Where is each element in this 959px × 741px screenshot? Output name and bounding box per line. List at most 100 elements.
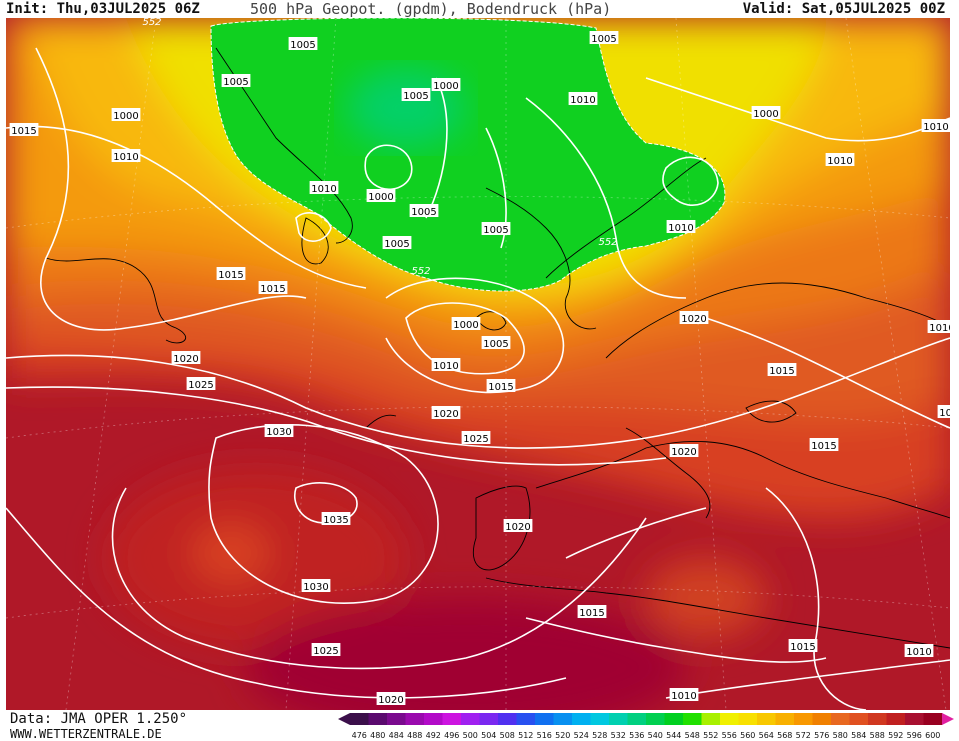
svg-text:1000: 1000 bbox=[113, 111, 138, 122]
isobar-label: 1020 bbox=[679, 311, 709, 325]
colorbar-tick-label: 476 bbox=[352, 731, 367, 740]
svg-text:1010: 1010 bbox=[433, 361, 458, 372]
svg-text:1020: 1020 bbox=[681, 314, 706, 325]
colorbar-tick-label: 484 bbox=[389, 731, 404, 740]
colorbar-tick-label: 600 bbox=[925, 731, 940, 740]
colorbar-tick-label: 580 bbox=[833, 731, 848, 740]
colorbar-swatch bbox=[516, 713, 536, 725]
colorbar-tick-label: 588 bbox=[870, 731, 885, 740]
isobar-label: 1015 bbox=[788, 639, 818, 653]
isobar-label: 1005 bbox=[401, 88, 431, 102]
colorbar-swatch bbox=[886, 713, 906, 725]
isobar-label: 1010 bbox=[111, 149, 141, 163]
svg-text:1000: 1000 bbox=[753, 109, 778, 120]
svg-text:1020: 1020 bbox=[378, 695, 403, 706]
svg-text:1030: 1030 bbox=[303, 582, 328, 593]
colorbar-swatch bbox=[923, 713, 943, 725]
svg-text:1010: 1010 bbox=[923, 122, 948, 133]
isobar-label: 1020 bbox=[376, 692, 406, 706]
colorbar-swatch bbox=[905, 713, 924, 725]
colorbar-tick-label: 532 bbox=[611, 731, 626, 740]
svg-text:1020: 1020 bbox=[671, 447, 696, 458]
svg-text:1010: 1010 bbox=[906, 647, 931, 658]
colorbar-swatch bbox=[442, 713, 462, 725]
svg-text:1005: 1005 bbox=[223, 77, 248, 88]
svg-text:1020: 1020 bbox=[505, 522, 530, 533]
svg-text:1005: 1005 bbox=[483, 339, 508, 350]
colorbar-tick-label: 536 bbox=[629, 731, 644, 740]
isobar-label: 1010 bbox=[666, 220, 696, 234]
init-time-label: Init: Thu,03JUL2025 06Z bbox=[6, 1, 200, 17]
isobar-label: 1020 bbox=[171, 351, 201, 365]
colorbar-swatch bbox=[535, 713, 554, 725]
colorbar-swatch bbox=[479, 713, 499, 725]
isobar-label: 1005 bbox=[382, 236, 412, 250]
svg-text:1010: 1010 bbox=[827, 156, 852, 167]
isobar-label: 1015 bbox=[486, 379, 516, 393]
colorbar-tick-label: 540 bbox=[648, 731, 663, 740]
svg-text:1005: 1005 bbox=[483, 225, 508, 236]
isobar-label: 1010 bbox=[937, 405, 950, 419]
colorbar-tick-label: 516 bbox=[537, 731, 552, 740]
isobar-label: 1010 bbox=[568, 92, 598, 106]
weather-map: 1005 1005 1005 1000 1005 1010 1000 1015 1010 1000… bbox=[6, 18, 950, 710]
colorbar-swatch bbox=[461, 713, 480, 725]
colorbar-swatch bbox=[627, 713, 647, 725]
svg-text:1005: 1005 bbox=[591, 34, 616, 45]
isobar-label: 1015 bbox=[767, 363, 797, 377]
colorbar-swatch bbox=[350, 713, 369, 725]
isobar-label: 1005 bbox=[409, 204, 439, 218]
colorbar-swatch bbox=[812, 713, 832, 725]
isobar-label: 1020 bbox=[431, 406, 461, 420]
isobar-label: 1020 bbox=[503, 519, 533, 533]
svg-text:1000: 1000 bbox=[433, 81, 458, 92]
isobar-label: 1025 bbox=[186, 377, 216, 391]
isobar-label: 1010 bbox=[309, 181, 339, 195]
isobar-label: 1005 bbox=[481, 222, 511, 236]
isobar-label: 1000 bbox=[751, 106, 781, 120]
colorbar-tick-label: 592 bbox=[888, 731, 903, 740]
colorbar-tick-label: 568 bbox=[777, 731, 792, 740]
isobar-label: 1030 bbox=[264, 424, 294, 438]
svg-text:1010: 1010 bbox=[939, 408, 950, 419]
colorbar-tick-label: 556 bbox=[722, 731, 737, 740]
data-source-label: Data: JMA OPER 1.250° bbox=[10, 711, 188, 727]
colorbar-tick-label: 524 bbox=[574, 731, 589, 740]
valid-time-label: Valid: Sat,05JUL2025 00Z bbox=[742, 1, 945, 17]
svg-text:1005: 1005 bbox=[290, 40, 315, 51]
geopot-552-label: 552 bbox=[598, 237, 617, 248]
colorbar-swatch bbox=[794, 713, 813, 725]
colorbar-swatch bbox=[683, 713, 702, 725]
isobar-label: 1015 bbox=[9, 123, 39, 137]
colorbar-tick-label: 504 bbox=[481, 731, 496, 740]
geopot-552-label: 552 bbox=[411, 266, 430, 277]
svg-text:1000: 1000 bbox=[453, 320, 478, 331]
colorbar-swatch bbox=[868, 713, 887, 725]
geopot-552-contour bbox=[210, 18, 726, 292]
isobar-label: 1000 bbox=[366, 189, 396, 203]
isobar-label: 1035 bbox=[321, 512, 351, 526]
colorbar-tick-label: 564 bbox=[759, 731, 774, 740]
colorbar-tick-label: 496 bbox=[444, 731, 459, 740]
svg-text:1020: 1020 bbox=[173, 354, 198, 365]
colorbar-tick-label: 548 bbox=[685, 731, 700, 740]
svg-text:1015: 1015 bbox=[11, 126, 36, 137]
colorbar-swatch bbox=[424, 713, 443, 725]
colorbar-arrow-left bbox=[338, 713, 350, 725]
isobar-label: 1010 bbox=[669, 688, 699, 702]
colorbar-swatch bbox=[757, 713, 776, 725]
svg-text:1010: 1010 bbox=[668, 223, 693, 234]
header-bar: Init: Thu,03JUL2025 06Z 500 hPa Geopot. … bbox=[0, 0, 959, 18]
colorbar-tick-label: 512 bbox=[518, 731, 533, 740]
map-title: 500 hPa Geopot. (gpdm), Bodendruck (hPa) bbox=[250, 0, 612, 18]
svg-text:1005: 1005 bbox=[403, 91, 428, 102]
coastlines bbox=[45, 47, 950, 649]
colorbar-arrow-right bbox=[942, 713, 954, 725]
isobars bbox=[6, 47, 950, 710]
svg-text:1030: 1030 bbox=[266, 427, 291, 438]
colorbar-swatch bbox=[572, 713, 591, 725]
isobar-label: 1005 bbox=[288, 37, 318, 51]
svg-text:1000: 1000 bbox=[368, 192, 393, 203]
svg-text:1005: 1005 bbox=[411, 207, 436, 218]
svg-text:1025: 1025 bbox=[463, 434, 488, 445]
